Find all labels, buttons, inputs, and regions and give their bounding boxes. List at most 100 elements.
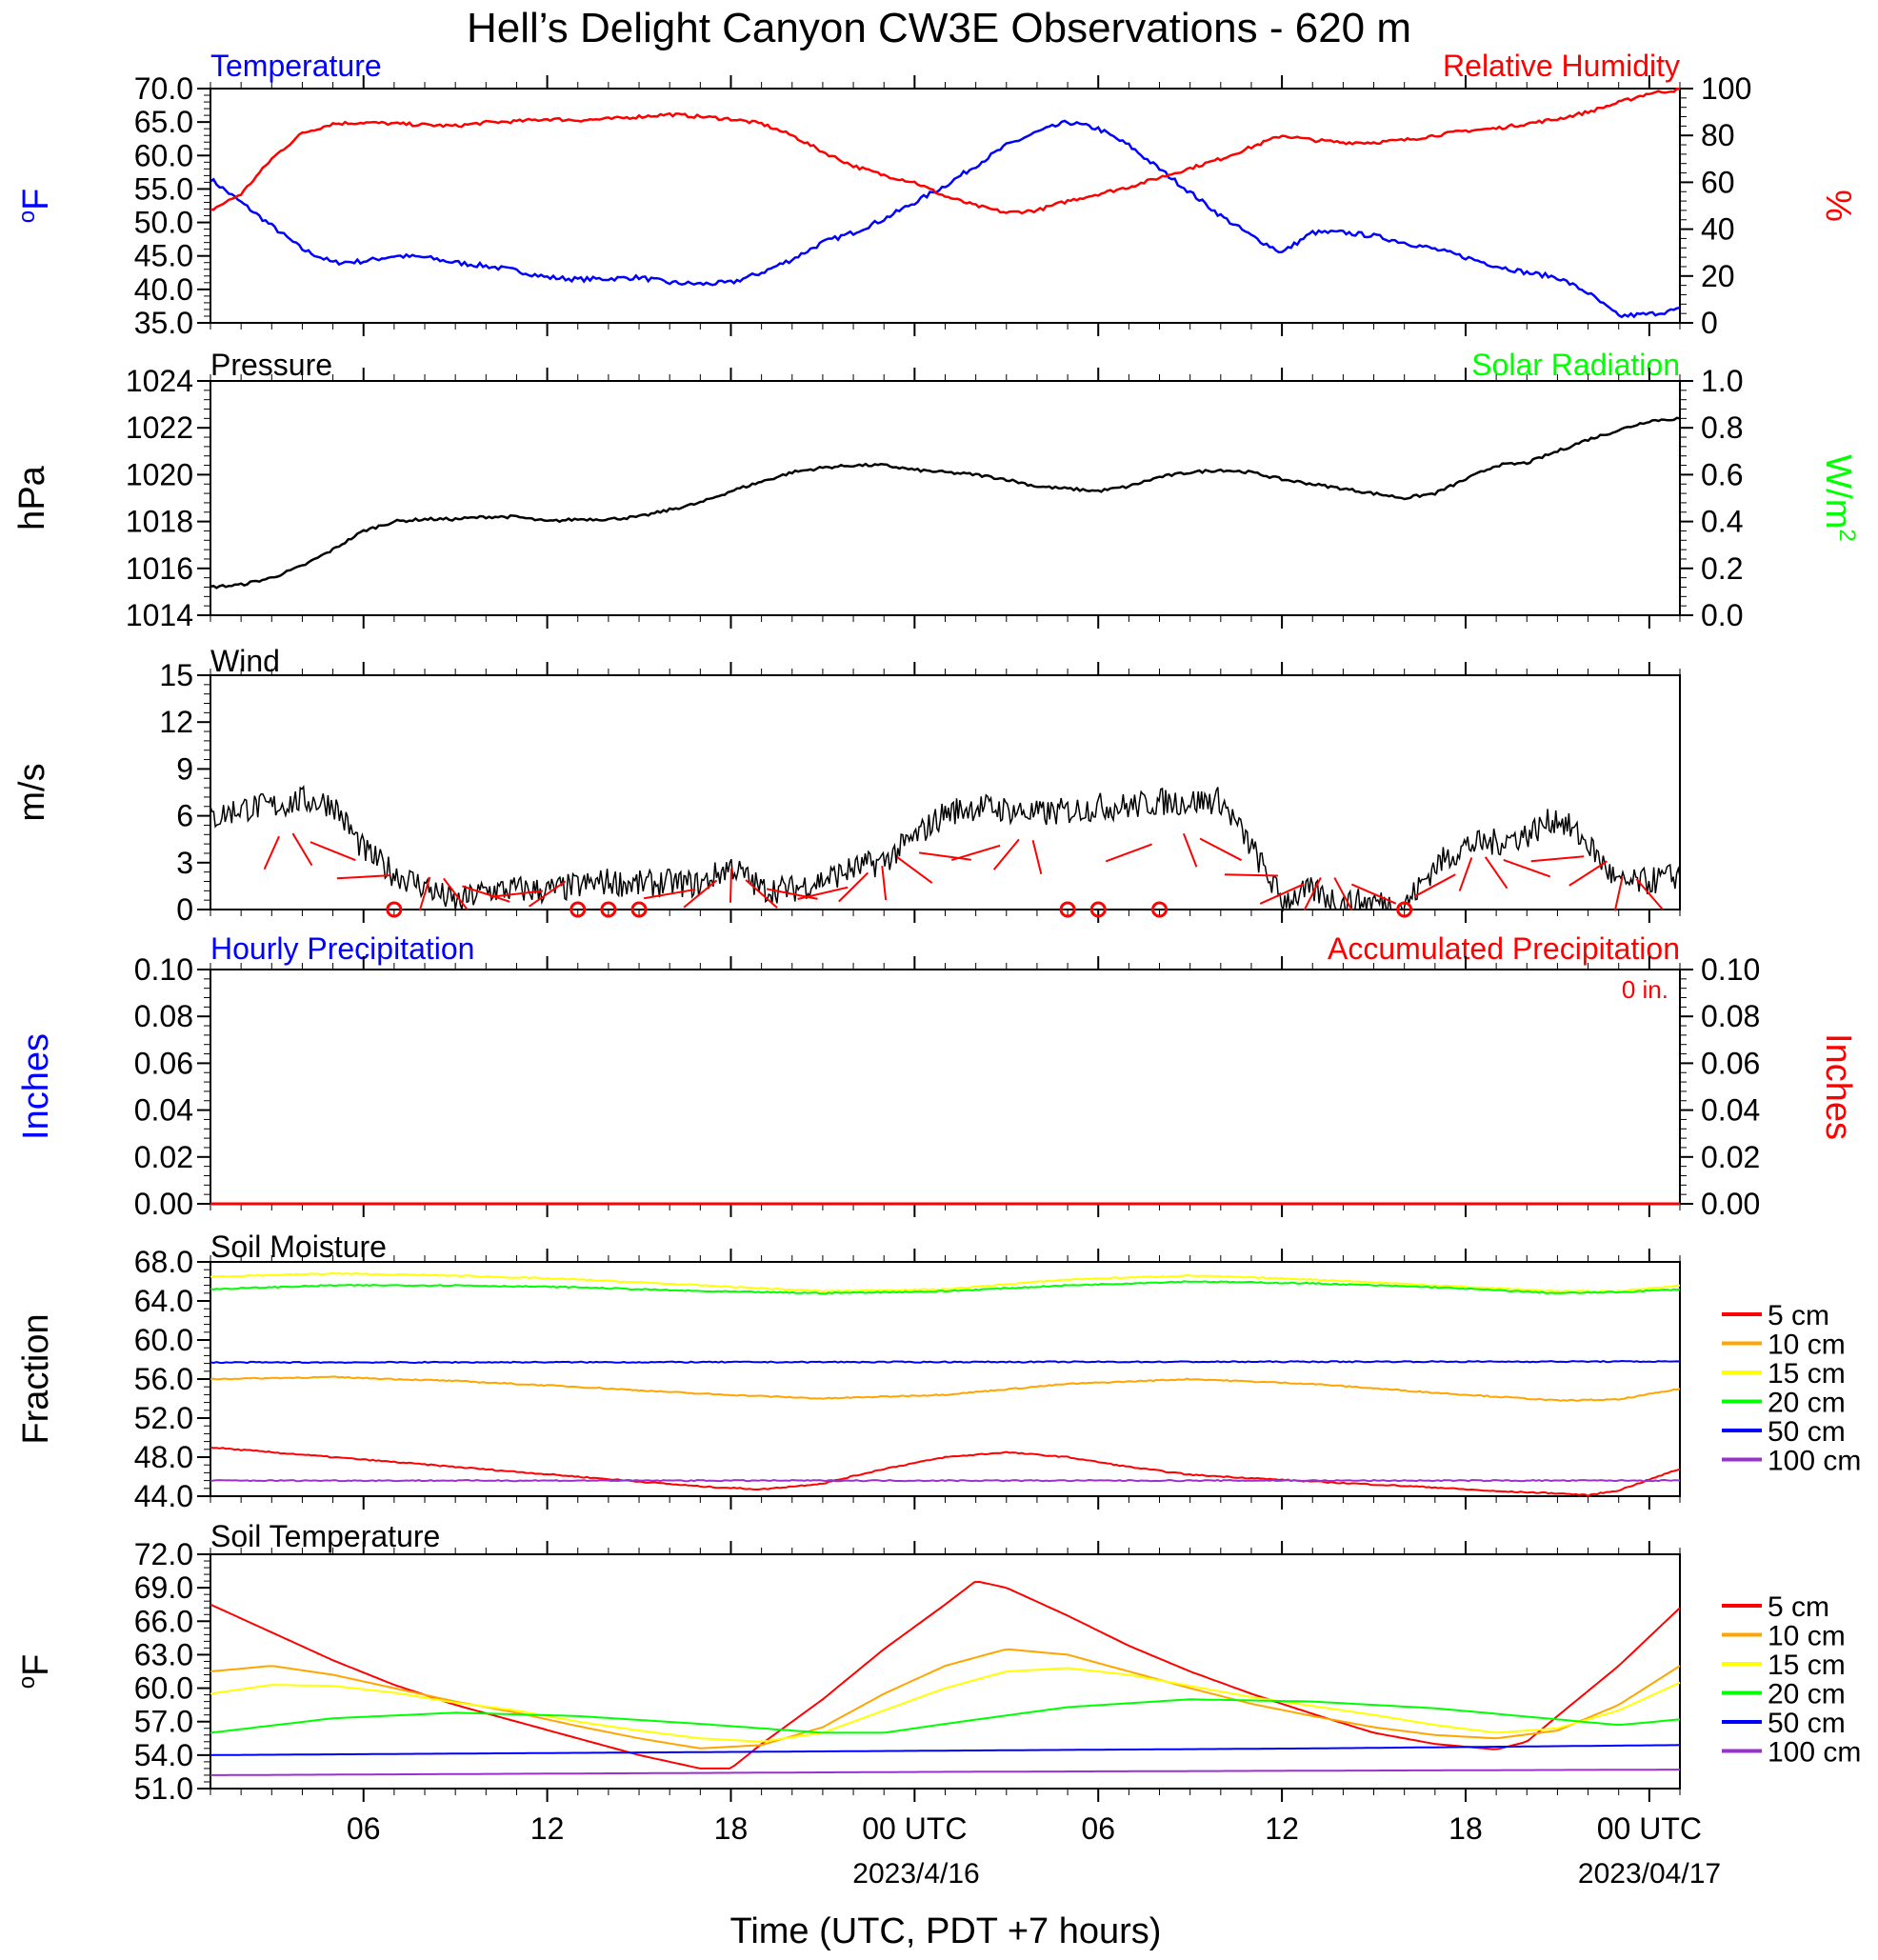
calm-wind-marker: [600, 901, 617, 918]
wind-unit-label: m/s: [12, 763, 52, 821]
y-tick-label-pressure-right: 1.0: [1701, 364, 1743, 398]
y-tick-label-precip-left: 0.00: [134, 1187, 193, 1221]
y-tick-label-soil_temp-left: 72.0: [134, 1537, 193, 1571]
legend-label: 5 cm: [1768, 1300, 1829, 1331]
y-tick-label-temp_rh-left: 35.0: [134, 306, 193, 340]
y-tick-label-precip-right: 0.04: [1701, 1093, 1760, 1128]
legend-label: 100 cm: [1768, 1446, 1861, 1477]
solar-unit-label: W/m2: [1818, 454, 1860, 541]
wind-barb: [1413, 873, 1456, 898]
y-tick-label-soil_temp-left: 51.0: [134, 1771, 193, 1806]
calm-wind-marker: [1089, 901, 1107, 918]
wind-barb: [1568, 860, 1608, 887]
series-soil_moisture-5-cm: [210, 1446, 1681, 1497]
y-tick-label-temp_rh-right: 100: [1701, 71, 1751, 106]
legend-label: 50 cm: [1768, 1708, 1846, 1739]
y-tick-label-precip-right: 0.02: [1701, 1140, 1760, 1174]
wind-barb: [643, 888, 696, 900]
series-soil_moisture-50-cm: [210, 1359, 1681, 1365]
y-tick-label-pressure-left: 1014: [126, 598, 193, 632]
calm-wind-marker: [630, 901, 648, 918]
pressure-unit-label: hPa: [12, 465, 52, 530]
legend-label: 5 cm: [1768, 1591, 1829, 1623]
legend-label: 100 cm: [1768, 1737, 1861, 1769]
x-tick-label: 00 UTC: [1597, 1811, 1702, 1846]
temp-rh-panel-frame: [210, 88, 1681, 324]
y-tick-label-pressure-right: 0.0: [1701, 598, 1743, 632]
legend-label: 10 cm: [1768, 1621, 1846, 1652]
y-tick-label-temp_rh-right: 20: [1701, 259, 1735, 293]
wind-barb: [1224, 873, 1278, 877]
calm-wind-marker: [386, 901, 403, 918]
y-tick-label-soil_temp-left: 60.0: [134, 1671, 193, 1706]
rh-unit-label: %: [1818, 190, 1858, 222]
wind-barb: [1635, 878, 1664, 910]
y-tick-label-temp_rh-right: 80: [1701, 118, 1735, 152]
wind-barb: [1350, 883, 1397, 905]
series-soil_temp-15-cm: [210, 1667, 1681, 1743]
y-tick-label-soil_temp-left: 54.0: [134, 1738, 193, 1772]
humidity-title: Relative Humidity: [1443, 49, 1680, 83]
wind-barb: [1182, 832, 1198, 868]
wind-barb: [1613, 876, 1624, 911]
precip-left-unit-label: Inches: [16, 1033, 56, 1140]
y-tick-label-pressure-left: 1016: [126, 551, 193, 586]
calm-wind-marker: [1151, 901, 1169, 918]
x-tick-label: 00 UTC: [862, 1811, 967, 1846]
wind-barb: [1530, 855, 1585, 863]
x-tick-label: 12: [1265, 1811, 1299, 1846]
wind-barb: [992, 838, 1020, 870]
wind-barb: [1031, 839, 1043, 874]
legend-label: 20 cm: [1768, 1388, 1846, 1419]
series-temp_rh-relative-humidity: [210, 87, 1681, 215]
calm-wind-marker: [1396, 901, 1413, 918]
wind-barb: [1105, 843, 1152, 863]
y-tick-label-soil_moisture-left: 64.0: [134, 1284, 193, 1318]
y-tick-label-precip-left: 0.10: [134, 952, 193, 987]
series-soil_temp-100-cm: [210, 1769, 1680, 1776]
temp-unit-label: oF: [14, 189, 56, 224]
soil-temp-title: Soil Temperature: [210, 1519, 440, 1553]
precip-panel-frame: [210, 969, 1681, 1205]
x-tick-label: 06: [1081, 1811, 1115, 1846]
y-tick-label-soil_temp-left: 69.0: [134, 1570, 193, 1605]
y-tick-label-soil_temp-left: 57.0: [134, 1705, 193, 1739]
series-soil_temp-20-cm: [210, 1698, 1681, 1734]
y-tick-label-temp_rh-right: 40: [1701, 212, 1735, 247]
wind-barb: [1503, 859, 1551, 878]
calm-wind-marker: [1059, 901, 1076, 918]
temperature-title: Temperature: [210, 49, 382, 83]
wind-barb: [918, 851, 972, 861]
y-tick-label-precip-right: 0.10: [1701, 952, 1760, 987]
y-tick-label-temp_rh-left: 45.0: [134, 239, 193, 273]
wind-barb: [263, 835, 280, 870]
wind-barb: [489, 890, 544, 898]
calm-wind-marker: [569, 901, 587, 918]
wind-barb: [336, 874, 390, 880]
y-tick-label-soil_moisture-left: 60.0: [134, 1323, 193, 1357]
y-tick-label-temp_rh-left: 55.0: [134, 171, 193, 206]
wind-barb: [683, 879, 718, 909]
series-soil_temp-5-cm: [210, 1580, 1681, 1770]
wind-barb: [881, 865, 888, 901]
y-tick-label-pressure-right: 0.4: [1701, 505, 1743, 539]
y-tick-label-precip-left: 0.02: [134, 1140, 193, 1174]
y-tick-label-temp_rh-left: 70.0: [134, 71, 193, 106]
date-label-1: 2023/4/16: [852, 1858, 979, 1890]
wind-barb: [1199, 837, 1243, 862]
y-tick-label-soil_moisture-left: 52.0: [134, 1401, 193, 1435]
wind-barb: [443, 877, 469, 910]
wind-barb: [729, 868, 732, 903]
x-tick-label: 12: [530, 1811, 565, 1846]
wind-barb: [1484, 856, 1508, 890]
y-tick-label-soil_moisture-left: 68.0: [134, 1245, 193, 1279]
series-soil_temp-50-cm: [210, 1744, 1681, 1756]
y-tick-label-pressure-left: 1024: [126, 364, 193, 398]
y-tick-label-pressure-left: 1020: [126, 457, 193, 491]
legend-label: 50 cm: [1768, 1416, 1846, 1448]
legend-label: 15 cm: [1768, 1358, 1846, 1390]
soil-moisture-title: Soil Moisture: [210, 1230, 387, 1264]
y-tick-label-wind-left: 15: [159, 658, 193, 692]
y-tick-label-soil_moisture-left: 56.0: [134, 1362, 193, 1396]
y-tick-label-temp_rh-right: 0: [1701, 306, 1718, 340]
